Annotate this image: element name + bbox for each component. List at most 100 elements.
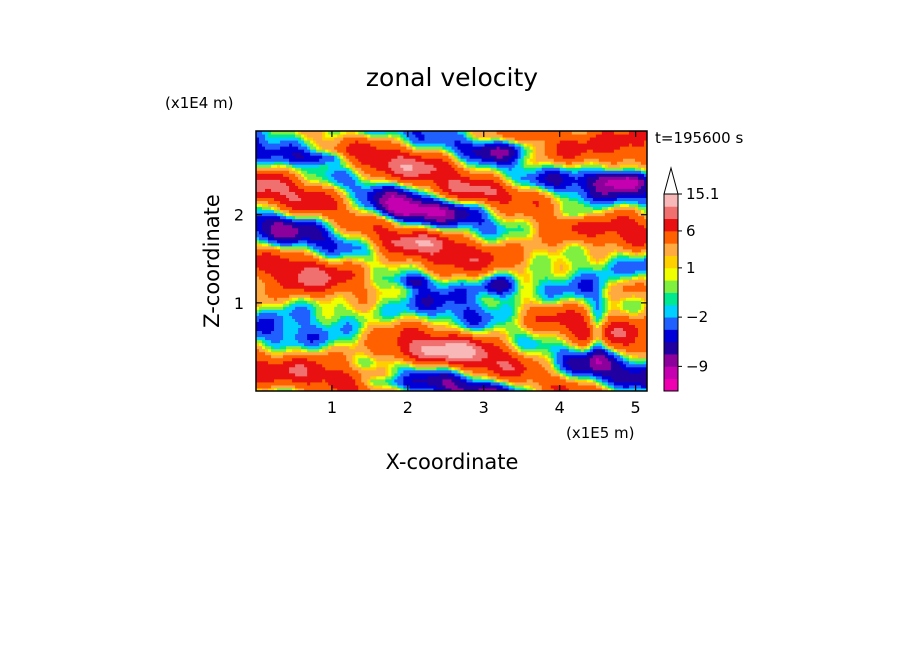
- contour-cell: [535, 291, 540, 295]
- contour-cell: [355, 378, 362, 383]
- contour-cell: [592, 369, 630, 374]
- contour-cell: [394, 375, 398, 380]
- contour-cell: [436, 182, 449, 186]
- contour-cell: [595, 360, 603, 365]
- contour-cell: [394, 218, 398, 223]
- contour-cell: [586, 248, 591, 253]
- contour-cell: [616, 261, 647, 265]
- contour-cell: [268, 387, 275, 391]
- contour-cell: [346, 300, 350, 304]
- y-tick-label: 2: [234, 206, 244, 225]
- contour-cell: [595, 312, 603, 316]
- contour-cell: [499, 381, 504, 386]
- contour-cell: [367, 206, 374, 211]
- contour-cell: [343, 158, 347, 162]
- contour-cell: [313, 251, 317, 256]
- contour-cell: [583, 294, 600, 298]
- contour-cell: [604, 257, 609, 262]
- contour-cell: [481, 282, 489, 286]
- contour-cell: [637, 173, 645, 177]
- contour-cell: [622, 360, 630, 365]
- contour-cell: [574, 164, 582, 168]
- contour-cell: [379, 245, 386, 250]
- contour-cell: [532, 200, 540, 205]
- contour-cell: [601, 330, 606, 335]
- contour-cell: [340, 158, 344, 162]
- contour-cell: [313, 245, 323, 250]
- contour-cell: [589, 321, 594, 325]
- contour-cell: [565, 384, 597, 389]
- contour-cell: [289, 209, 350, 214]
- contour-cell: [544, 191, 549, 195]
- contour-cell: [364, 206, 368, 211]
- contour-cell: [577, 197, 585, 202]
- x-tick-label: 5: [631, 398, 641, 417]
- contour-cell: [466, 164, 477, 168]
- contour-cell: [514, 333, 528, 338]
- contour-cell: [304, 288, 326, 292]
- contour-cell: [529, 279, 534, 283]
- contour-cell: [418, 185, 431, 189]
- contour-cell: [319, 158, 335, 162]
- contour-cell: [379, 209, 383, 214]
- contour-cell: [610, 309, 621, 313]
- contour-cell: [337, 179, 356, 183]
- contour-cell: [511, 194, 546, 199]
- contour-cell: [583, 188, 591, 192]
- contour-cell: [349, 191, 356, 195]
- contour-cell: [256, 242, 263, 247]
- contour-cell: [385, 206, 389, 211]
- contour-cell: [523, 303, 564, 307]
- contour-cell: [376, 212, 380, 217]
- contour-cell: [418, 233, 428, 238]
- contour-cell: [379, 248, 389, 253]
- contour-cell: [442, 387, 452, 391]
- contour-cell: [394, 276, 401, 280]
- contour-cell: [406, 288, 410, 292]
- contour-cell: [562, 363, 570, 368]
- contour-cell: [361, 200, 371, 205]
- contour-cell: [592, 149, 615, 153]
- contour-cell: [640, 303, 645, 307]
- contour-cell: [604, 242, 618, 247]
- contour-cell: [274, 327, 284, 332]
- contour-cell: [418, 291, 440, 295]
- contour-cell: [595, 384, 603, 389]
- contour-cell: [427, 233, 440, 238]
- contour-cell: [328, 149, 332, 153]
- contour-cell: [367, 251, 371, 256]
- contour-cell: [634, 324, 647, 329]
- contour-cell: [373, 327, 404, 332]
- contour-cell: [532, 288, 537, 292]
- contour-cell: [256, 194, 287, 199]
- contour-cell: [490, 261, 522, 265]
- contour-cell: [307, 357, 347, 362]
- contour-cell: [295, 191, 326, 195]
- contour-cell: [592, 161, 600, 165]
- contour-cell: [337, 149, 347, 153]
- contour-cell: [256, 257, 290, 262]
- contour-cell: [502, 218, 507, 223]
- contour-cell: [535, 387, 543, 391]
- contour-cell: [379, 257, 389, 262]
- contour-cell: [256, 182, 287, 186]
- contour-cell: [355, 339, 359, 344]
- contour-cell: [307, 245, 311, 250]
- contour-cell: [367, 300, 377, 304]
- contour-cell: [466, 375, 471, 380]
- contour-cell: [508, 230, 531, 235]
- contour-cell: [382, 297, 401, 301]
- contour-cell: [448, 203, 456, 208]
- contour-cell: [460, 318, 468, 322]
- contour-cell: [604, 342, 609, 347]
- contour-cell: [586, 324, 594, 329]
- contour-cell: [490, 330, 501, 335]
- contour-cell: [442, 197, 446, 202]
- contour-cell: [415, 297, 422, 301]
- contour-cell: [322, 309, 335, 313]
- contour-cell: [571, 339, 591, 344]
- contour-cell: [586, 351, 594, 356]
- contour-cell: [526, 378, 534, 383]
- contour-cell: [535, 345, 552, 350]
- contour-cell: [343, 164, 347, 168]
